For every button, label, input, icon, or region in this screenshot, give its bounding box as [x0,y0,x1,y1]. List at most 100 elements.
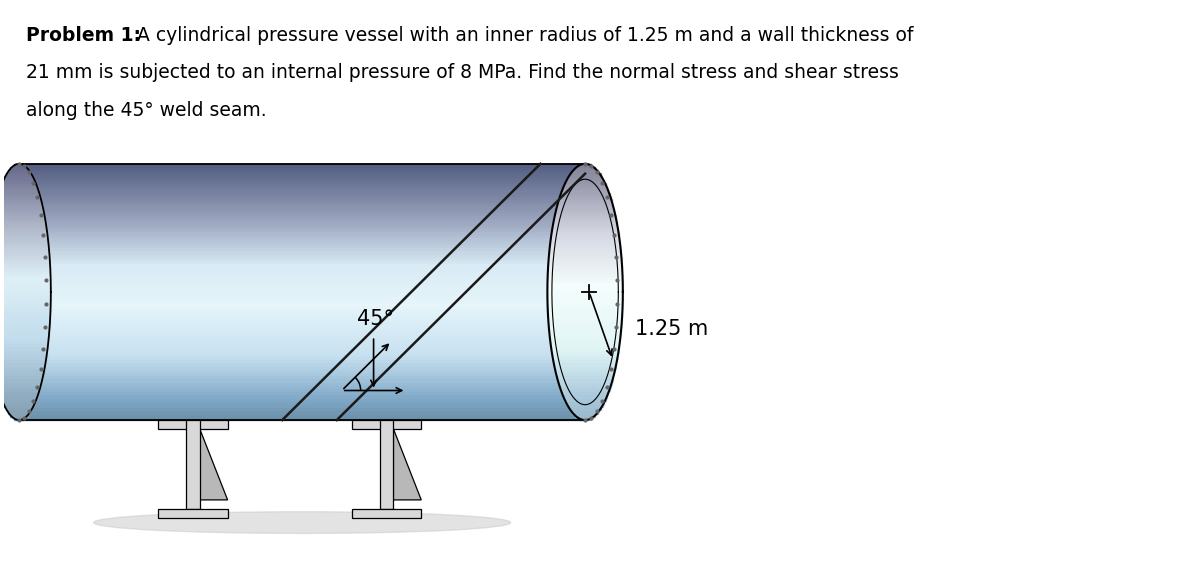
Bar [0,359,46,362]
Bar [570,173,600,177]
Bar [560,193,610,196]
Bar [0,237,48,241]
Bar [566,401,605,404]
Bar [6,173,32,177]
Bar [568,404,602,407]
Bar [19,247,586,250]
Bar [0,212,44,215]
Bar [552,350,618,353]
Bar [19,208,586,212]
Bar [564,183,606,186]
Bar [2,401,35,404]
Bar [559,199,612,203]
Bar [0,317,50,321]
Bar [11,414,28,417]
Bar [550,334,620,337]
Bar [19,407,586,410]
Bar [19,186,586,189]
Bar [553,356,618,359]
Bar [553,222,617,224]
Bar [5,404,34,407]
Bar [572,170,598,174]
Text: 21 mm is subjected to an internal pressure of 8 MPa. Find the normal stress and : 21 mm is subjected to an internal pressu… [26,63,899,83]
Bar [551,237,619,241]
Bar [0,314,50,317]
Bar [0,247,49,250]
Bar [4,180,35,183]
Bar [551,234,619,238]
Bar [0,279,50,282]
Bar [19,301,586,305]
Bar [19,337,586,340]
Bar [551,343,619,346]
Bar [19,314,586,317]
Bar [554,362,617,366]
Bar [562,189,608,193]
Bar [550,247,620,250]
Bar [19,215,586,218]
Bar [0,311,50,314]
Bar [19,212,586,215]
Bar [0,273,50,276]
Bar [0,276,50,279]
Bar [553,359,617,362]
Bar [547,305,623,308]
Bar [0,244,49,247]
Bar [19,257,586,260]
Bar [186,420,199,509]
Bar [19,231,586,234]
Bar [19,276,586,279]
Bar [547,295,623,298]
Bar [19,292,586,295]
Bar [19,369,586,372]
Bar [19,263,586,267]
Bar [0,215,44,218]
Bar [19,279,586,282]
Bar [19,305,586,308]
Bar [0,202,42,205]
Bar [0,196,41,199]
Bar [0,231,47,234]
Bar [0,241,48,244]
Bar [568,177,602,180]
Bar [548,269,623,273]
Bar [19,269,586,273]
Bar [548,253,622,257]
Bar [19,372,586,375]
Bar [0,218,46,222]
Bar [0,372,43,375]
Bar [19,177,586,180]
Bar [548,266,622,269]
Bar [158,420,228,429]
Bar [550,250,620,253]
Bar [19,350,586,353]
Bar [557,205,613,209]
Bar [19,334,586,337]
Text: along the 45° weld seam.: along the 45° weld seam. [26,101,266,120]
Bar [0,346,48,350]
Bar [19,253,586,257]
Bar [19,244,586,247]
Bar [0,394,37,398]
Bar [0,369,44,372]
Bar [0,250,49,253]
Bar [0,266,50,269]
Bar [548,311,623,314]
Bar [0,375,43,379]
Bar [19,218,586,222]
Bar [19,359,586,362]
Bar [0,308,50,311]
Bar [0,321,50,324]
Bar [0,365,44,369]
Bar [0,222,46,224]
Bar [19,260,586,263]
Bar [547,288,623,292]
Bar [548,317,622,321]
Bar [19,295,586,298]
Bar [551,241,620,244]
Bar [563,394,607,398]
Bar [552,231,618,234]
Bar [550,337,620,340]
Bar [19,401,586,404]
Bar [19,228,586,231]
